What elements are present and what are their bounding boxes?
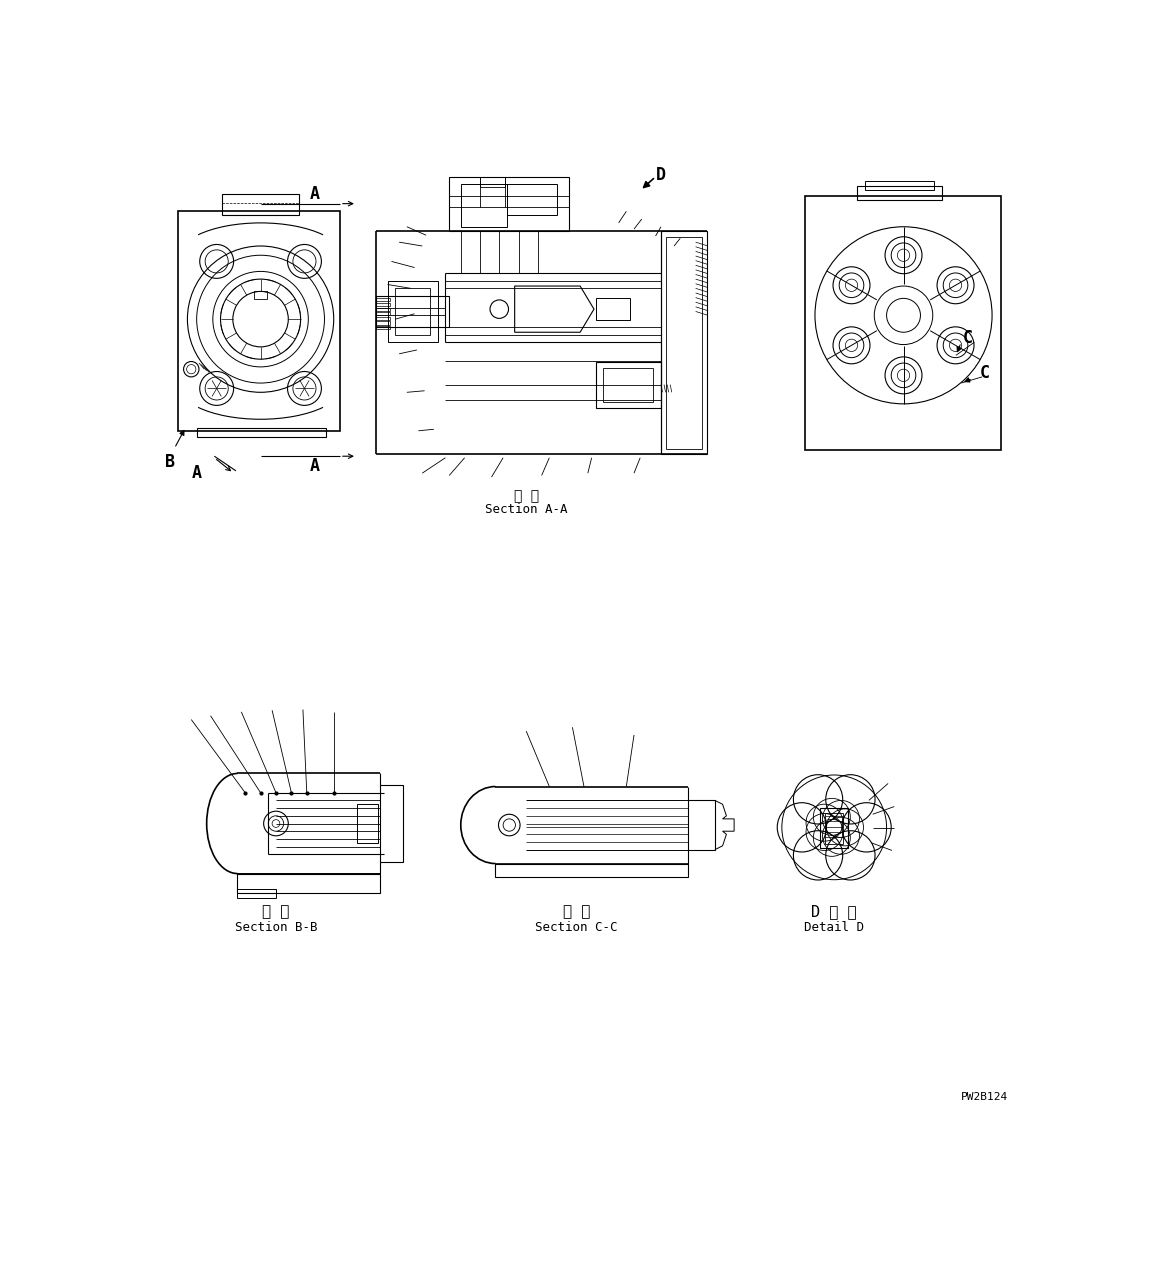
Bar [603,367,653,402]
Text: 断 面: 断 面 [263,905,290,919]
Bar [805,196,1001,451]
Bar [667,237,702,448]
Bar [688,800,715,850]
Text: Section C-C: Section C-C [535,920,618,934]
Bar [356,804,378,842]
Bar [380,785,403,861]
Text: C: C [962,329,973,347]
Bar [179,211,340,431]
Bar [237,888,276,899]
Bar [460,184,507,227]
Bar [237,873,380,893]
Text: B: B [166,453,175,471]
Text: PW2B124: PW2B124 [961,1092,1008,1102]
Text: Section B-B: Section B-B [235,920,318,934]
Bar [376,326,390,329]
Text: Detail D: Detail D [805,920,864,934]
Bar [376,312,390,315]
Bar [480,177,505,187]
Bar [222,193,299,215]
Bar [388,280,438,342]
Bar [196,428,326,436]
Text: A: A [310,184,320,202]
Text: D 詳 細: D 詳 細 [812,905,857,919]
Text: A: A [310,457,320,475]
Bar [376,321,390,325]
Bar [255,292,266,300]
Text: Section A-A: Section A-A [485,503,568,516]
Bar [376,296,450,326]
Bar [376,298,390,301]
Bar [857,186,943,200]
Bar [596,298,631,320]
Text: D: D [656,166,666,184]
Text: A: A [192,465,202,483]
Bar [376,303,390,306]
Bar [596,361,661,408]
Bar [376,307,390,311]
Bar [865,180,934,189]
Bar [395,288,430,334]
Bar [661,230,707,454]
Text: 断 面: 断 面 [514,489,538,503]
Bar [507,184,557,215]
Bar [820,808,848,849]
Text: C: C [980,364,989,381]
Bar [450,177,569,230]
Bar [825,813,843,844]
Text: 断 面: 断 面 [563,905,590,919]
Bar [495,864,688,877]
Bar [376,317,390,320]
